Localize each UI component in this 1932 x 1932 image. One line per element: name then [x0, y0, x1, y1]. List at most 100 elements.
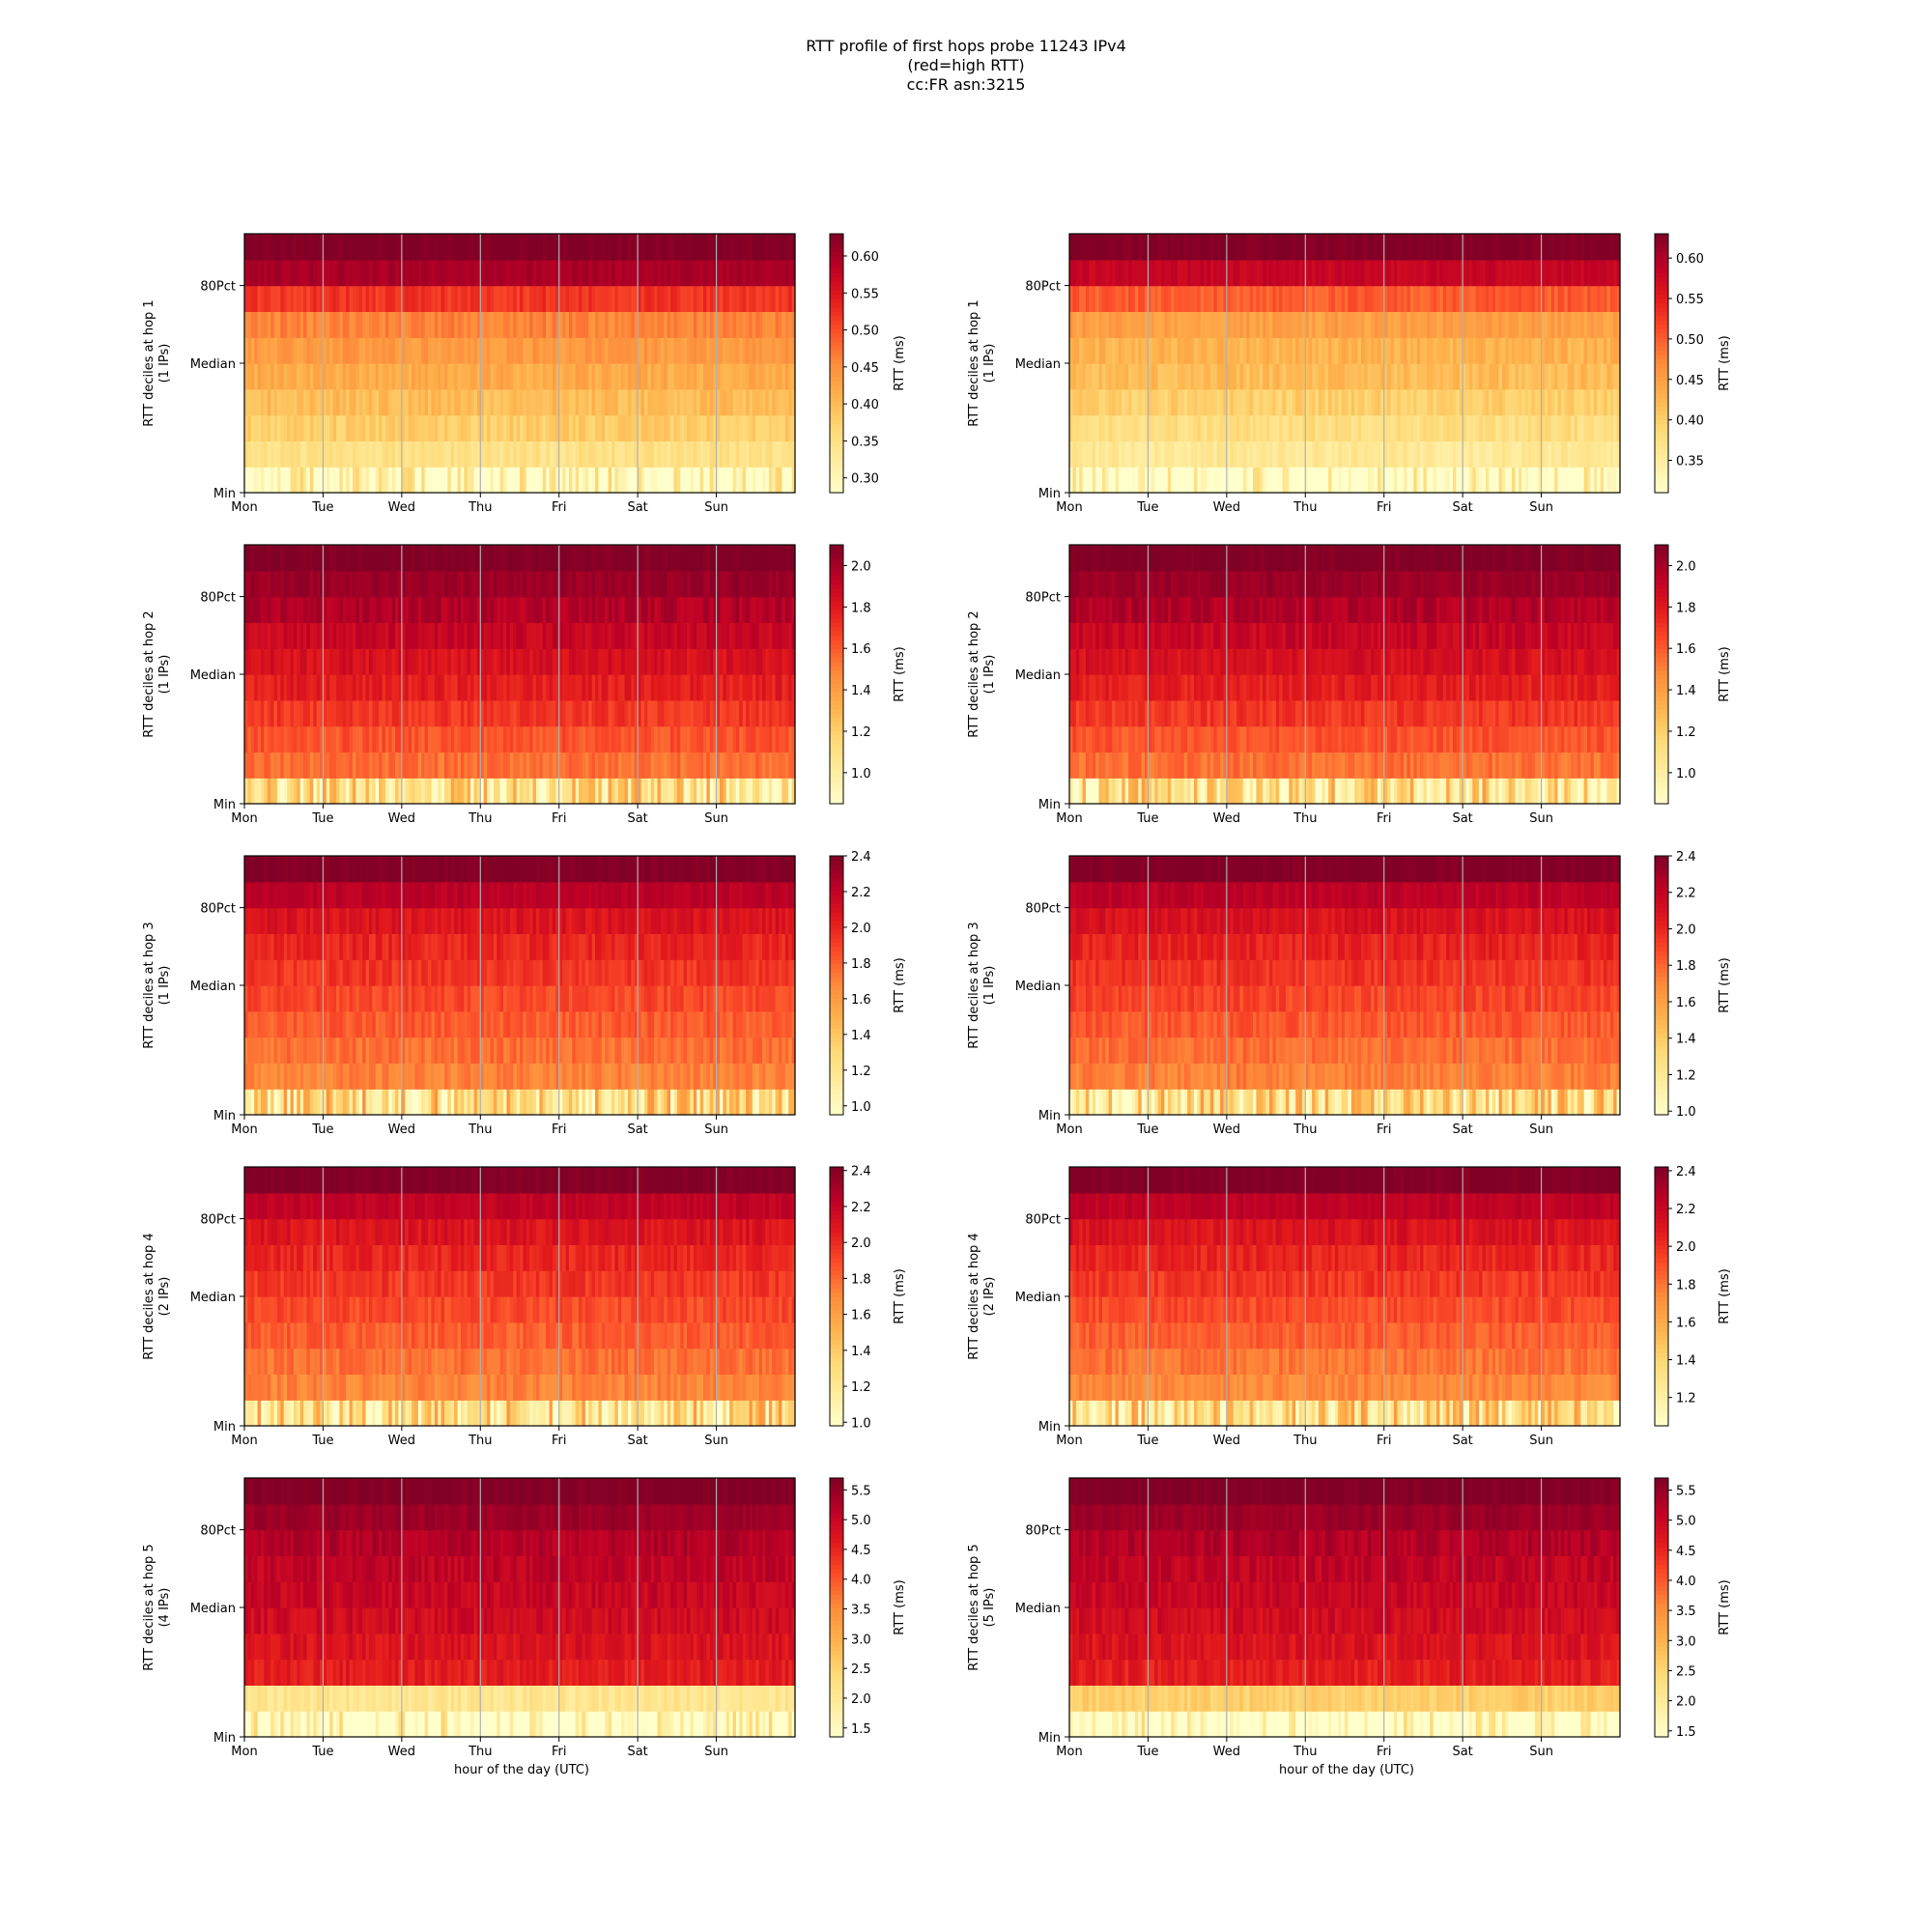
- heatmap-cell: [755, 622, 760, 649]
- heatmap-cell: [558, 699, 563, 727]
- heatmap-cell: [438, 414, 442, 441]
- heatmap-cell: [526, 699, 530, 727]
- heatmap-cell: [431, 622, 436, 649]
- heatmap-cell: [565, 699, 570, 727]
- heatmap-cell: [742, 388, 747, 416]
- heatmap-cell: [391, 622, 396, 649]
- heatmap-cell: [1550, 467, 1555, 494]
- heatmap-cell: [1574, 414, 1578, 441]
- heatmap-cell: [1082, 440, 1087, 468]
- heatmap-cell: [1069, 259, 1073, 287]
- heatmap-cell: [735, 311, 740, 338]
- heatmap-cell: [1282, 285, 1287, 312]
- heatmap-cell: [735, 674, 740, 701]
- heatmap-cell: [621, 596, 626, 623]
- heatmap-cell: [1236, 234, 1241, 261]
- heatmap-cell: [428, 778, 432, 805]
- heatmap-cell: [739, 259, 744, 287]
- heatmap-cell: [297, 311, 301, 338]
- heatmap-cell: [713, 648, 718, 675]
- heatmap-cell: [1492, 259, 1496, 287]
- heatmap-cell: [549, 363, 554, 390]
- heatmap-cell: [1105, 363, 1110, 390]
- heatmap-cell: [1360, 440, 1365, 468]
- heatmap-cell: [1475, 311, 1480, 338]
- heatmap-cell: [784, 596, 789, 623]
- heatmap-cell: [460, 752, 465, 779]
- heatmap-cell: [391, 311, 396, 338]
- colorbar-step: [1655, 423, 1668, 429]
- heatmap-cell: [447, 596, 452, 623]
- heatmap-cell: [1141, 388, 1146, 416]
- heatmap-cell: [631, 363, 636, 390]
- heatmap-cell: [270, 363, 275, 390]
- heatmap-cell: [1242, 311, 1247, 338]
- heatmap-cell: [401, 752, 406, 779]
- heatmap-cell: [1272, 388, 1277, 416]
- heatmap-cell: [326, 596, 330, 623]
- heatmap-cell: [617, 648, 622, 675]
- heatmap-cell: [575, 596, 580, 623]
- heatmap-cell: [1272, 414, 1277, 441]
- heatmap-cell: [532, 311, 537, 338]
- heatmap-cell: [1468, 259, 1473, 287]
- heatmap-cell: [1567, 285, 1572, 312]
- heatmap-cell: [1367, 440, 1372, 468]
- heatmap-cell: [431, 596, 436, 623]
- heatmap-cell: [349, 699, 354, 727]
- heatmap-cell: [450, 699, 455, 727]
- heatmap-cell: [1085, 285, 1090, 312]
- heatmap-cell: [346, 440, 351, 468]
- heatmap-cell: [535, 363, 540, 390]
- heatmap-cell: [1580, 414, 1585, 441]
- heatmap-cell: [680, 674, 685, 701]
- heatmap-cell: [464, 363, 469, 390]
- heatmap-cell: [1239, 285, 1244, 312]
- heatmap-cell: [1105, 440, 1110, 468]
- heatmap-cell: [260, 778, 265, 805]
- heatmap-cell: [1334, 440, 1339, 468]
- heatmap-cell: [755, 259, 760, 287]
- heatmap-cell: [1328, 440, 1333, 468]
- heatmap-cell: [605, 259, 610, 287]
- heatmap-cell: [611, 440, 615, 468]
- heatmap-cell: [650, 648, 655, 675]
- heatmap-cell: [598, 440, 603, 468]
- heatmap-cell: [270, 778, 275, 805]
- heatmap-cell: [1171, 311, 1176, 338]
- heatmap-cell: [532, 234, 537, 261]
- heatmap-cell: [535, 259, 540, 287]
- heatmap-cell: [1256, 285, 1261, 312]
- heatmap-cell: [1574, 337, 1578, 364]
- heatmap-cell: [660, 234, 665, 261]
- heatmap-cell: [1259, 388, 1264, 416]
- heatmap-cell: [1544, 285, 1548, 312]
- heatmap-cell: [313, 234, 318, 261]
- heatmap-cell: [450, 363, 455, 390]
- heatmap-cell: [336, 440, 340, 468]
- heatmap-cell: [755, 311, 760, 338]
- heatmap-cell: [1616, 234, 1621, 261]
- heatmap-cell: [673, 259, 678, 287]
- heatmap-cell: [758, 311, 763, 338]
- heatmap-cell: [1124, 234, 1129, 261]
- heatmap-cell: [1321, 363, 1326, 390]
- heatmap-cell: [473, 752, 478, 779]
- heatmap-cell: [779, 363, 783, 390]
- heatmap-cell: [1423, 467, 1428, 494]
- heatmap-cell: [257, 259, 262, 287]
- heatmap-cell: [1489, 285, 1493, 312]
- heatmap-cell: [529, 414, 534, 441]
- heatmap-cell: [1334, 234, 1339, 261]
- heatmap-cell: [1436, 414, 1440, 441]
- heatmap-cell: [1456, 440, 1461, 468]
- heatmap-cell: [546, 674, 551, 701]
- heatmap-cell: [617, 259, 622, 287]
- heatmap-cell: [703, 648, 707, 675]
- colorbar-step: [1655, 462, 1668, 468]
- heatmap-cell: [657, 596, 662, 623]
- heatmap-cell: [391, 414, 396, 441]
- heatmap-cell: [1305, 388, 1310, 416]
- heatmap-cell: [1472, 259, 1477, 287]
- heatmap-cell: [784, 648, 789, 675]
